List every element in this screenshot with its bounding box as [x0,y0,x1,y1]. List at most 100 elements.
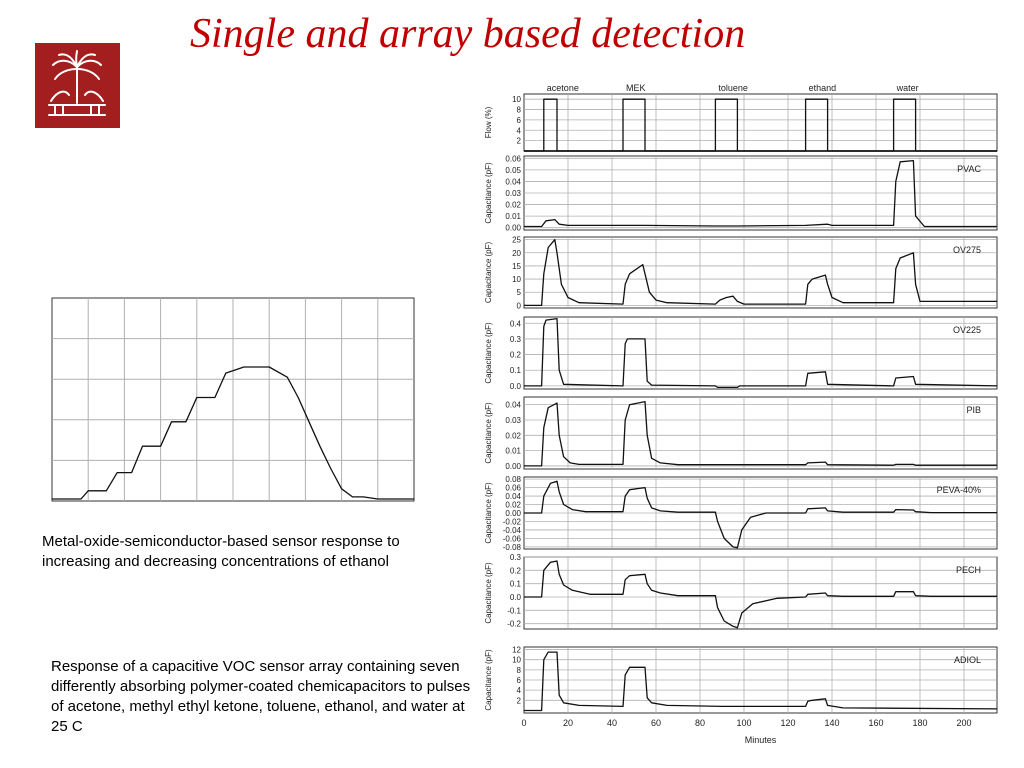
y-tick-label: 0.1 [510,580,522,589]
annotation-4: water [896,83,919,93]
sensor-label: PVAC [957,164,981,174]
annotation-1: MEK [626,83,646,93]
palmetto-tree-logo-icon [35,43,120,128]
y-tick-label: 0.0 [510,593,522,602]
y-tick-label: 25 [512,236,521,245]
y-tick-label: 2 [517,137,522,146]
y-tick-label: 0 [517,301,522,310]
y-axis-label: Capacitance (pF) [484,649,493,711]
panel-frame [523,316,998,390]
response-trace [524,400,997,467]
y-tick-label: 0.08 [505,475,521,484]
y-tick-label: 0.03 [505,189,521,198]
sensor-label: PEVA-40% [937,485,981,495]
y-axis-label: Capacitance (pF) [484,402,493,464]
x-tick-label: 180 [912,718,927,728]
y-tick-label: 6 [517,116,522,125]
y-tick-label: 4 [517,126,522,135]
response-trace [524,98,997,152]
array-caption: Response of a capacitive VOC sensor arra… [51,658,471,735]
y-tick-label: 10 [512,656,521,665]
x-tick-label: 60 [651,718,661,728]
response-trace [524,238,997,307]
sensor-label: ADIOL [954,655,981,665]
y-tick-label: 5 [517,288,522,297]
panel-frame [523,236,998,309]
x-tick-label: 40 [607,718,617,728]
y-tick-label: 10 [512,95,521,104]
panel-frame [523,93,998,152]
sensor-label: PECH [956,565,981,575]
y-tick-label: -0.02 [503,517,522,526]
y-tick-label: 0.04 [505,401,521,410]
x-tick-label: 80 [695,718,705,728]
y-tick-label: 12 [512,646,521,655]
mos-caption: Metal-oxide-semiconductor-based sensor r… [42,533,400,570]
annotation-2: toluene [718,83,748,93]
panel-2: 25 20 15 10 5 0 Capacitance (pF) OV275 [484,236,998,310]
sensor-label: PIB [966,405,981,415]
x-tick-label: 100 [736,718,751,728]
panel-6: 0.3 0.2 0.1 0.0 -0.1 -0.2 Capacitance (pF) PECH [484,553,998,630]
panel-0: 10 864 2 Flow (%) [484,93,998,152]
x-tick-label: 120 [780,718,795,728]
y-tick-label: 0.03 [505,416,521,425]
y-tick-label: 0.0 [510,382,522,391]
mos-response-trace [52,366,414,500]
y-tick-label: -0.1 [507,606,521,615]
panel-4: 0.04 0.03 0.02 0.01 0.00 Capacitance (pF) PIB [484,396,998,471]
y-axis-label: Capacitance (pF) [484,482,493,544]
y-tick-label: -0.04 [503,526,522,535]
y-axis-label: Capacitance (pF) [484,322,493,384]
y-tick-label: 0.2 [510,351,522,360]
slide-title: Single and array based detection [190,11,746,57]
x-tick-label: 140 [824,718,839,728]
y-tick-label: 8 [517,666,522,675]
y-tick-label: -0.06 [503,534,522,543]
response-trace [524,560,997,629]
y-tick-label: 0.4 [510,319,522,328]
y-tick-label: 0.01 [505,212,521,221]
y-tick-label: 0.06 [505,154,521,163]
sensor-label: OV225 [953,325,981,335]
y-tick-label: 20 [512,249,521,258]
y-axis-label: Capacitance (pF) [484,562,493,624]
panel-1: 0.06 0.05 0.04 0.03 0.02 0.01 0.00 Capacitance … [484,154,998,233]
y-tick-label: -0.2 [507,620,521,629]
y-tick-label: 0.1 [510,366,522,375]
annotation-3: ethand [809,83,837,93]
mos-sensor-chart [51,297,415,502]
y-tick-label: 0.01 [505,447,521,456]
y-axis-label: Capacitance (pF) [484,162,493,224]
y-axis-label: Capacitance (pF) [484,241,493,303]
panel-frame [523,396,998,470]
y-tick-label: 0.2 [510,566,522,575]
y-tick-label: 0.02 [505,501,521,510]
y-tick-label: 15 [512,262,521,271]
y-tick-label: 2 [517,696,522,705]
y-tick-label: -0.08 [503,543,522,552]
y-tick-label: 0.00 [505,462,521,471]
response-trace [524,317,998,389]
sensor-label: OV275 [953,245,981,255]
panel-3: 0.4 0.3 0.2 0.1 0.0 Capacitance (pF) OV225 [484,316,998,391]
y-tick-label: 0.04 [505,177,521,186]
response-trace [524,159,997,228]
response-trace [524,651,998,712]
y-tick-label: 0.06 [505,484,521,493]
y-tick-label: 0.00 [505,224,521,233]
y-tick-label: 0.3 [510,335,522,344]
response-trace [524,480,997,549]
y-tick-label: 0.02 [505,201,521,210]
annotation-0: acetone [547,83,579,93]
x-tick-label: 200 [956,718,971,728]
y-tick-label: 6 [517,676,522,685]
y-tick-label: 8 [517,106,522,115]
panel-5: 0.080.060.040.020.00-0.02-0.04-0.06-0.08… [484,475,998,552]
y-tick-label: 0.00 [505,509,521,518]
panel-frame [523,556,998,630]
y-tick-label: 0.04 [505,492,521,501]
y-tick-label: 10 [512,275,521,284]
